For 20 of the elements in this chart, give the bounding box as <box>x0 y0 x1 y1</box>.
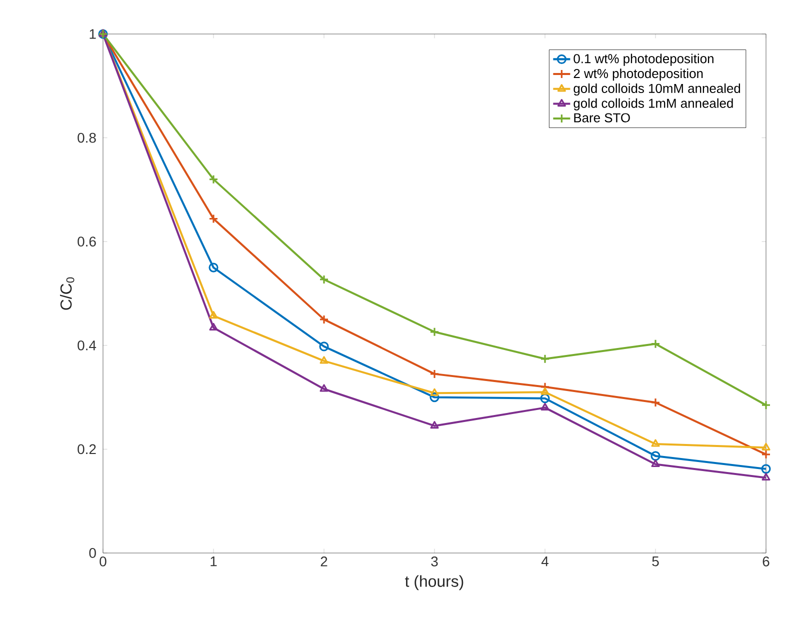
x-tick-label: 1 <box>210 556 217 566</box>
x-axis-title: t (hours) <box>405 575 464 590</box>
x-tick-label: 3 <box>431 556 438 566</box>
x-tick-label: 0 <box>100 556 106 566</box>
y-tick-label: 1 <box>90 29 96 39</box>
y-tick-label: 0.8 <box>78 132 96 143</box>
legend-label: 2 wt% photodeposition <box>574 68 703 81</box>
legend-label: Bare STO <box>574 113 630 122</box>
legend-label: gold colloids 10mM annealed <box>574 83 740 96</box>
legend-label: gold colloids 1mM annealed <box>574 98 733 110</box>
legend-label: 0.1 wt% photodeposition <box>574 54 714 66</box>
x-tick-label: 5 <box>652 556 659 566</box>
y-tick-label: 0 <box>89 548 96 558</box>
y-tick-label: 0.4 <box>78 340 96 350</box>
y-axis-title: C/C$_{0}$ <box>60 277 74 310</box>
x-tick-label: 2 <box>320 556 328 566</box>
y-tick-label: 0.6 <box>78 236 96 247</box>
x-tick-label: 6 <box>762 556 770 566</box>
y-tick-label: 0.2 <box>78 444 96 454</box>
x-tick-label: 4 <box>541 556 548 566</box>
